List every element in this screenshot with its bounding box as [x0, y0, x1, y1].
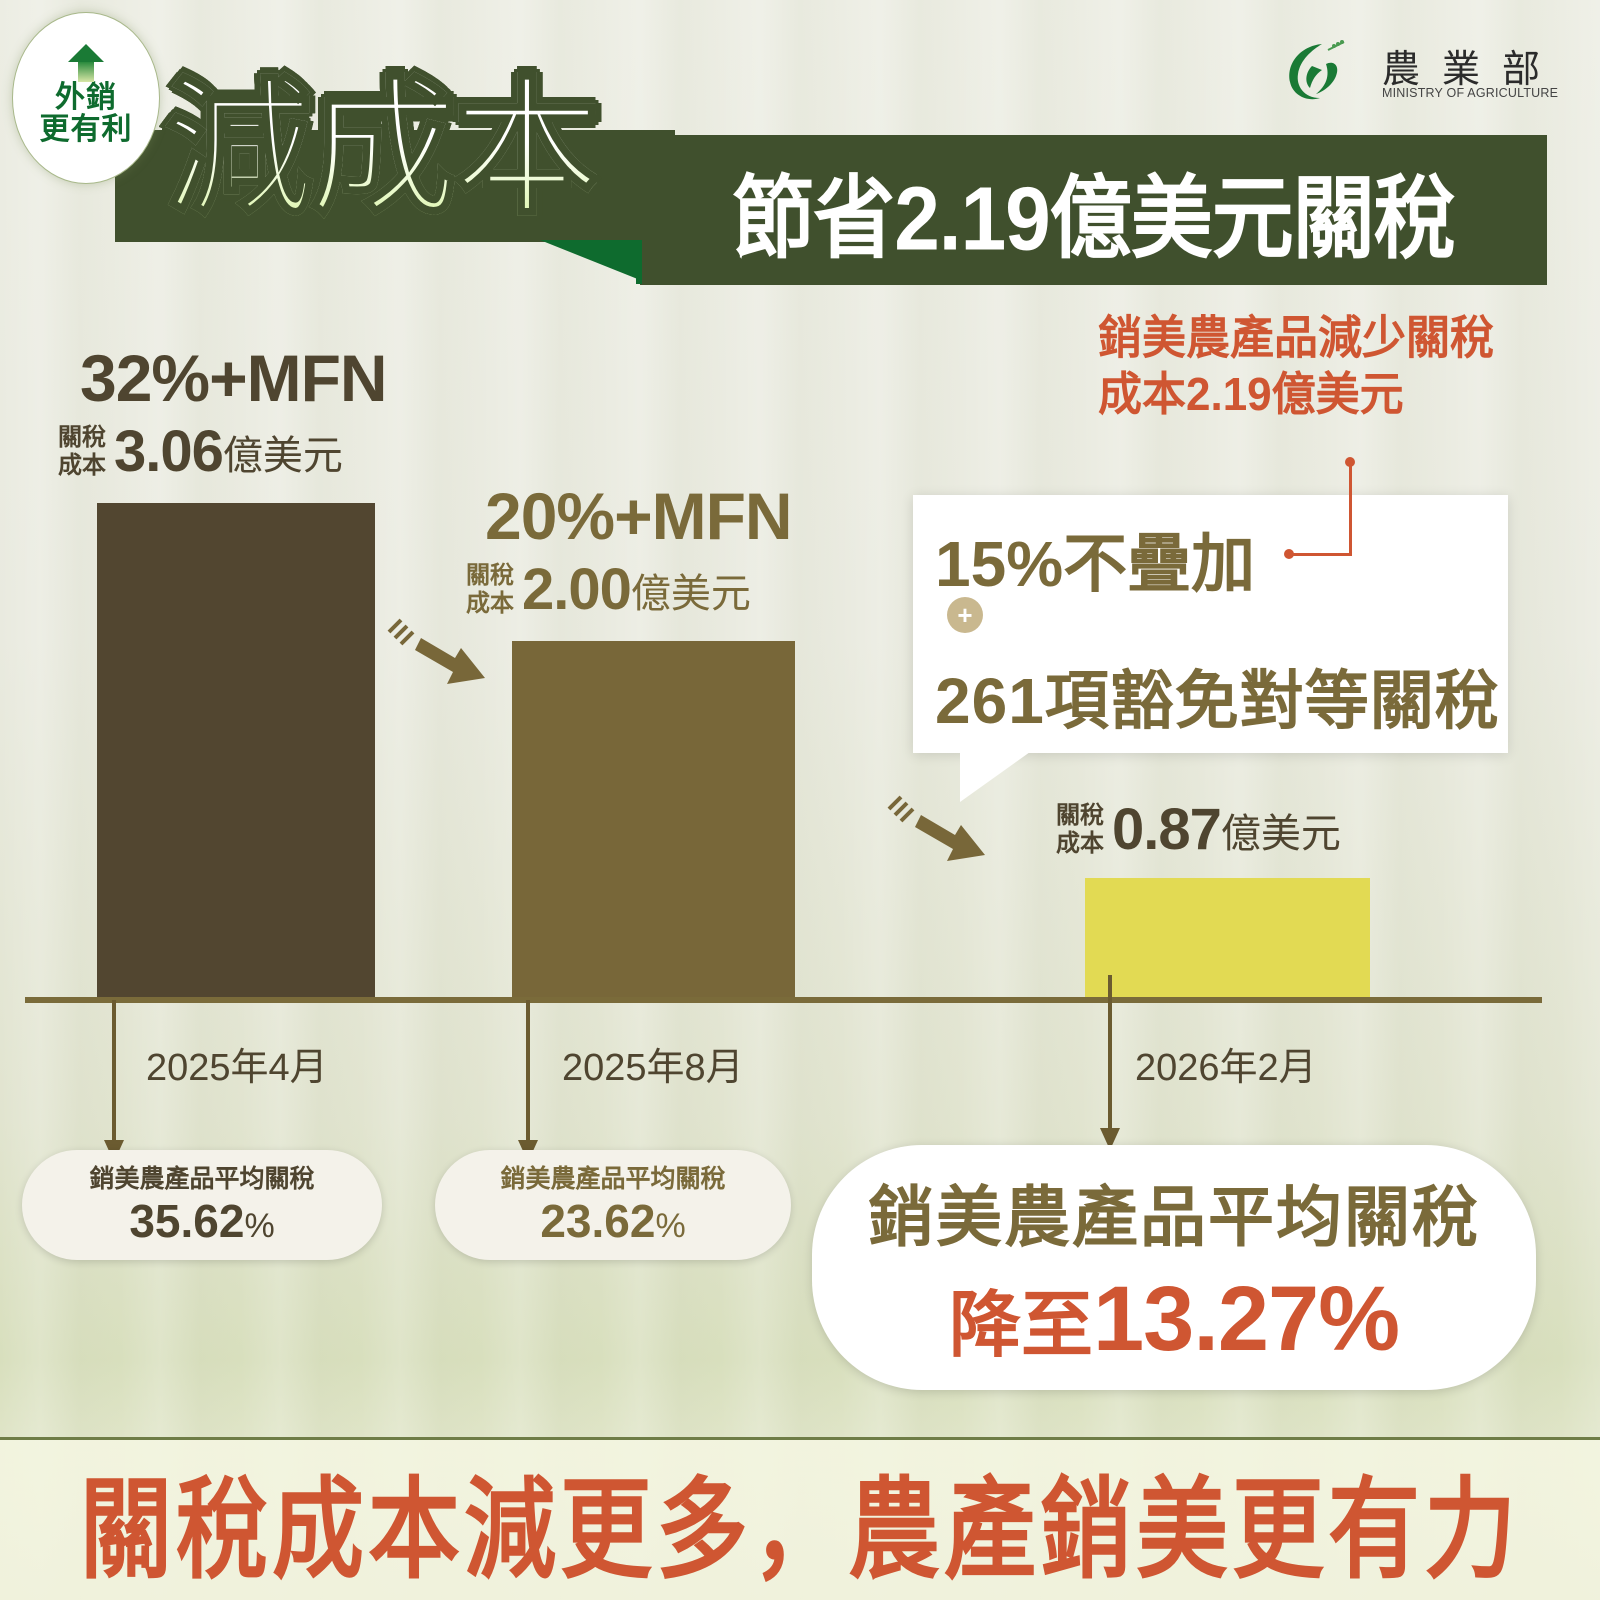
export-badge: 外銷 更有利	[12, 12, 160, 184]
policy-speech-bubble	[913, 495, 1508, 753]
callout-line-1: 銷美農產品減少關稅	[1098, 312, 1494, 364]
connector-dot-end	[1284, 549, 1294, 559]
cost-caption-1: 關稅 成本	[58, 423, 106, 479]
cost-label-2: 關稅 成本 2.00 億美元	[466, 556, 751, 623]
title-wedge-decoration	[540, 240, 640, 280]
callout-line-2: 成本2.19億美元	[1098, 369, 1404, 421]
page-title: 減成本	[164, 67, 603, 232]
cost-unit-1: 億美元	[222, 433, 343, 478]
avg-tariff-pill-1: 銷美農產品平均關稅 35.62%	[22, 1150, 382, 1260]
badge-line-2: 更有利	[39, 113, 133, 146]
rate-label-1: 32%+MFN	[80, 341, 388, 415]
subtitle-band: 節省2.19億美元關稅	[640, 135, 1547, 285]
ministry-logo: 農業部 MINISTRY OF AGRICULTURE	[1282, 36, 1582, 106]
savings-callout: 銷美農產品減少關稅 成本2.19億美元	[1098, 310, 1494, 423]
avg-tariff-label-1: 銷美農產品平均關稅	[89, 1164, 315, 1193]
badge-line-1: 外銷	[55, 81, 117, 114]
decrease-arrow-icon	[387, 618, 485, 684]
plus-icon: +	[947, 597, 983, 633]
cost-value-1: 3.06	[114, 419, 224, 484]
drop-line-2	[526, 1000, 530, 1142]
footer-banner: 關稅成本減更多，農產銷美更有力	[0, 1440, 1600, 1600]
cost-value-3: 0.87	[1112, 797, 1222, 862]
footer-slogan: 關稅成本減更多，農產銷美更有力	[79, 1469, 1520, 1592]
connector-line-horizontal	[1288, 553, 1352, 556]
cost-label-3: 關稅 成本 0.87 億美元	[1056, 796, 1341, 863]
avg-tariff-label-2: 銷美農產品平均關稅	[500, 1164, 726, 1193]
rate-label-2: 20%+MFN	[485, 479, 793, 553]
footer-divider	[0, 1437, 1600, 1440]
avg-tariff-value-2: 23.62%	[540, 1194, 686, 1247]
arrow-up-icon	[66, 44, 106, 82]
page-subtitle: 節省2.19億美元關稅	[732, 168, 1456, 269]
cost-unit-3: 億美元	[1220, 811, 1341, 856]
decrease-arrow-icon	[887, 795, 985, 861]
bar-2026-feb	[1085, 878, 1370, 1000]
bar-2025-apr	[97, 503, 375, 1000]
cost-value-2: 2.00	[522, 557, 632, 622]
cost-label-1: 關稅 成本 3.06 億美元	[58, 418, 343, 485]
ministry-name-en: MINISTRY OF AGRICULTURE	[1382, 86, 1559, 100]
date-label-3: 2026年2月	[1135, 1047, 1317, 1089]
connector-line-vertical	[1349, 460, 1352, 555]
cost-caption-2: 關稅 成本	[466, 561, 514, 617]
date-label-2: 2025年8月	[562, 1047, 744, 1089]
date-label-1: 2025年4月	[146, 1047, 328, 1089]
drop-arrow-3-icon	[1100, 1128, 1120, 1150]
green-stripe-decoration	[636, 240, 642, 284]
drop-line-3	[1108, 975, 1112, 1130]
x-axis-line	[25, 997, 1542, 1003]
bubble-tail	[960, 752, 1030, 802]
avg-tariff-pill-3: 銷美農產品平均關稅 降至13.27%	[812, 1145, 1536, 1390]
drop-line-1	[112, 1000, 116, 1142]
cost-unit-2: 億美元	[630, 571, 751, 616]
bubble-line-1: 15%不疊加	[935, 528, 1256, 600]
avg-tariff-value-1: 35.62%	[129, 1194, 275, 1247]
moa-leaf-emblem-icon	[1289, 40, 1345, 100]
bubble-line-2: 261項豁免對等關稅	[935, 665, 1500, 737]
bar-2025-aug	[512, 641, 795, 1000]
avg-tariff-pill-2: 銷美農產品平均關稅 23.62%	[435, 1150, 791, 1260]
title-band	[115, 130, 675, 242]
cost-caption-3: 關稅 成本	[1056, 801, 1104, 857]
avg-tariff-label-3: 銷美農產品平均關稅	[868, 1179, 1480, 1254]
ministry-name-cn: 農業部	[1382, 47, 1563, 91]
avg-tariff-value-3: 降至13.27%	[948, 1267, 1400, 1370]
